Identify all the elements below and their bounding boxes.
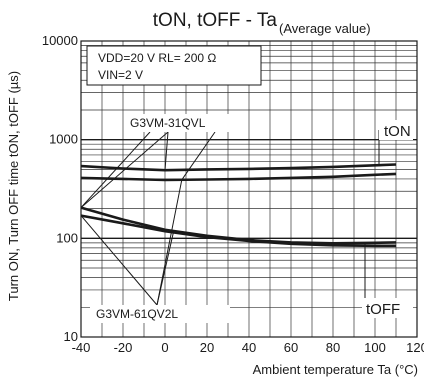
x-tick-label: 100	[364, 340, 386, 355]
leader-layer	[80, 130, 380, 306]
condition-line-2: VIN=2 V	[98, 68, 143, 82]
label-box-toff	[362, 298, 413, 318]
x-tick-label: -40	[72, 340, 91, 355]
chart-subtitle: (Average value)	[279, 21, 371, 36]
leader-61qv2l-c	[156, 179, 183, 306]
x-tick-label: 0	[161, 340, 168, 355]
condition-line-1: VDD=20 V RL= 200 Ω	[98, 51, 216, 65]
x-tick-label: 60	[284, 340, 298, 355]
annotation-ton: tON	[384, 123, 411, 140]
x-tick-label: -20	[114, 340, 133, 355]
annotation-g3vm-31qvl: G3VM-31QVL	[130, 116, 206, 130]
tick-layer: -40 -20 0 20 40 60 80 100 120 10 100 1000 10000	[42, 33, 424, 355]
y-tick-label: 1000	[49, 132, 78, 147]
series-line-2	[80, 172, 397, 182]
conditions-box	[86, 45, 262, 86]
series-line-1	[80, 163, 397, 172]
x-tick-label: 120	[406, 340, 424, 355]
y-tick-label: 10000	[42, 33, 78, 48]
x-tick-label: 20	[200, 340, 214, 355]
series-line-4	[80, 214, 396, 248]
y-axis-label: Turn ON, Turn OFF time tON, tOFF (µs)	[6, 71, 21, 301]
x-tick-label: 40	[242, 340, 256, 355]
plot-frame	[80, 40, 418, 338]
label-box-31qvl	[124, 114, 242, 132]
leader-61qv2l-a	[80, 215, 158, 306]
annotation-toff: tOFF	[366, 301, 400, 318]
y-tick-label: 100	[56, 230, 78, 245]
leader-31qvl-a	[164, 131, 169, 171]
label-box-61qv2l	[90, 305, 230, 323]
y-tick-label: 10	[64, 329, 78, 344]
chart-title: tON, tOFF - Ta	[153, 10, 278, 31]
leader-31qvl-d	[181, 131, 216, 181]
series-layer	[80, 163, 397, 248]
leader-31qvl-b	[80, 131, 151, 208]
x-tick-label: 80	[326, 340, 340, 355]
annotation-g3vm-61qv2l: G3VM-61QV2L	[96, 307, 178, 321]
x-axis-label: Ambient temperature Ta (°C)	[253, 362, 418, 377]
label-box-ton	[379, 120, 413, 140]
